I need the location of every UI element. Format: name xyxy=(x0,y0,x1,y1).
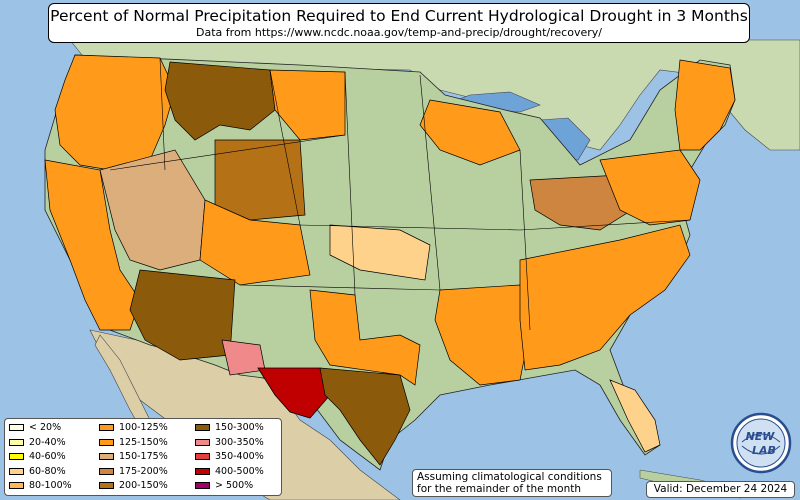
region-midwest xyxy=(419,99,521,166)
legend-item: 80-100% xyxy=(9,480,72,492)
note-line-2: for the remainder of the month xyxy=(417,483,582,495)
page-title: Percent of Normal Precipitation Required… xyxy=(50,7,748,25)
region-newengland xyxy=(674,59,736,151)
legend-item: > 500% xyxy=(195,480,253,492)
legend-swatch xyxy=(9,482,24,489)
region-southeast xyxy=(519,224,691,371)
legend-label: 150-300% xyxy=(215,422,264,433)
region-wyoming xyxy=(214,139,306,221)
legend-item: 300-350% xyxy=(195,437,264,449)
legend-item: 40-60% xyxy=(9,451,66,463)
region-texas-brown xyxy=(319,367,411,466)
legend-label: 40-60% xyxy=(29,451,66,462)
legend-label: 125-150% xyxy=(119,436,168,448)
legend-item: 150-300% xyxy=(195,422,264,434)
legend-item: < 20% xyxy=(9,422,61,434)
legend-label: 80-100% xyxy=(29,480,72,491)
region-ca xyxy=(44,159,141,331)
legend-item: 200-150% xyxy=(99,480,168,492)
legend-label: > 500% xyxy=(215,480,254,491)
legend-swatch xyxy=(195,424,210,431)
legend-swatch xyxy=(99,467,114,475)
logo-text-bottom: LAB xyxy=(752,444,776,457)
legend-label: 150-175% xyxy=(119,451,168,462)
new-lab-logo-icon: NEW LAB xyxy=(730,412,792,474)
legend-swatch xyxy=(99,438,114,446)
legend-item: 60-80% xyxy=(9,466,66,478)
legend-item: 125-150% xyxy=(99,437,168,449)
legend-swatch xyxy=(9,424,24,431)
region-kansas xyxy=(329,224,431,281)
logo-text-top: NEW xyxy=(746,430,776,443)
legend-swatch xyxy=(9,453,24,460)
region-southwest xyxy=(129,269,236,361)
legend-swatch xyxy=(99,424,114,431)
legend-label: 300-350% xyxy=(215,436,264,448)
region-utah xyxy=(199,199,311,286)
region-southplains xyxy=(309,289,421,386)
legend-label: 20-40% xyxy=(29,436,66,448)
region-dakota xyxy=(269,69,346,141)
state-borders xyxy=(109,57,691,331)
legend-item: 150-175% xyxy=(99,451,168,463)
region-basin xyxy=(99,149,206,271)
region-nm-pink xyxy=(221,339,266,376)
legend-swatch xyxy=(195,453,210,460)
legend-swatch xyxy=(99,482,114,489)
legend-swatch xyxy=(9,467,24,475)
title-box: Percent of Normal Precipitation Required… xyxy=(48,3,750,43)
legend-swatch xyxy=(195,482,210,489)
page-subtitle: Data from https://www.ncdc.noaa.gov/temp… xyxy=(196,26,602,39)
legend-label: 350-400% xyxy=(215,451,264,462)
legend-swatch xyxy=(9,438,24,446)
valid-date: Valid: December 24 2024 xyxy=(646,481,795,498)
legend: < 20% 20-40% 40-60% 60-80% 80-100% 100-125% 12… xyxy=(4,418,282,496)
legend-item: 400-500% xyxy=(195,466,264,478)
note-box: Assuming climatological conditions for t… xyxy=(412,469,612,497)
region-florida xyxy=(609,379,661,453)
legend-label: 200-150% xyxy=(119,480,168,491)
note-line-1: Assuming climatological conditions xyxy=(417,471,602,483)
legend-label: 175-200% xyxy=(119,465,168,477)
legend-swatch xyxy=(195,438,210,446)
legend-item: 20-40% xyxy=(9,437,66,449)
legend-label: 60-80% xyxy=(29,465,66,477)
legend-item: 175-200% xyxy=(99,466,168,478)
legend-item: 100-125% xyxy=(99,422,168,434)
legend-label: < 20% xyxy=(29,422,62,433)
legend-swatch xyxy=(99,453,114,460)
legend-item: 350-400% xyxy=(195,451,264,463)
legend-label: 400-500% xyxy=(215,465,264,477)
legend-swatch xyxy=(195,467,210,475)
legend-label: 100-125% xyxy=(119,422,168,433)
